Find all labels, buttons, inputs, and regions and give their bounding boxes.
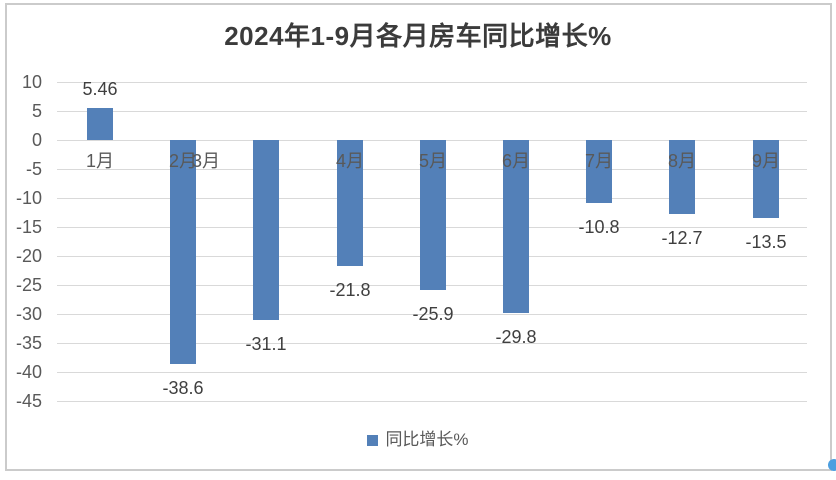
x-axis-category-label: 2月 xyxy=(168,151,197,171)
y-axis-tick-label: -35 xyxy=(15,333,42,353)
data-label-2月: -38.6 xyxy=(162,378,204,398)
data-label-3月: -31.1 xyxy=(245,334,287,354)
data-label-9月: -13.5 xyxy=(745,232,787,252)
x-axis-category-label: 1月 xyxy=(85,151,114,171)
bar-2月 xyxy=(170,140,196,364)
y-axis-tick-label: 10 xyxy=(21,72,42,92)
x-axis-category-label: 3月 xyxy=(191,151,220,171)
y-axis-tick-label: -5 xyxy=(25,159,42,179)
gridline-y--40 xyxy=(57,372,807,373)
gridline-y-10 xyxy=(57,82,807,83)
y-axis-tick-label: 5 xyxy=(31,101,42,121)
legend-swatch-icon xyxy=(367,434,379,446)
gridline-y--30 xyxy=(57,314,807,315)
bar-5月 xyxy=(420,140,446,290)
y-axis-tick-label: -45 xyxy=(15,391,42,411)
x-axis-category-label: 6月 xyxy=(501,151,530,171)
gridline-y-5 xyxy=(57,111,807,112)
bar-1月 xyxy=(87,108,113,140)
bar-3月 xyxy=(253,140,279,320)
gridline-y--45 xyxy=(57,401,807,402)
bar-4月 xyxy=(337,140,363,266)
chart-title: 2024年1-9月各月房车同比增长% xyxy=(224,21,612,51)
data-label-1月: 5.46 xyxy=(82,79,118,99)
bar-9月 xyxy=(753,140,779,218)
x-axis-category-label: 7月 xyxy=(584,151,613,171)
data-label-5月: -25.9 xyxy=(412,304,454,324)
data-label-7月: -10.8 xyxy=(578,217,620,237)
legend: 同比增长% xyxy=(0,429,836,451)
legend-label: 同比增长% xyxy=(385,430,469,449)
data-label-6月: -29.8 xyxy=(495,327,537,347)
y-axis-tick-label: -10 xyxy=(15,188,42,208)
data-label-8月: -12.7 xyxy=(661,228,703,248)
y-axis-tick-label: -40 xyxy=(15,362,42,382)
y-axis-tick-label: -30 xyxy=(15,304,42,324)
y-axis-tick-label: -25 xyxy=(15,275,42,295)
x-axis-category-label: 4月 xyxy=(335,151,364,171)
x-axis-category-label: 5月 xyxy=(418,151,447,171)
y-axis-tick-label: 0 xyxy=(31,130,42,150)
x-axis-category-label: 8月 xyxy=(667,151,696,171)
y-axis-tick-label: -20 xyxy=(15,246,42,266)
y-axis-tick-label: -15 xyxy=(15,217,42,237)
bar-8月 xyxy=(669,140,695,214)
corner-handle-dot xyxy=(828,459,836,471)
gridline-y--35 xyxy=(57,343,807,344)
data-label-4月: -21.8 xyxy=(329,280,371,300)
bar-7月 xyxy=(586,140,612,203)
x-axis-category-label: 9月 xyxy=(751,151,780,171)
bar-6月 xyxy=(503,140,529,313)
